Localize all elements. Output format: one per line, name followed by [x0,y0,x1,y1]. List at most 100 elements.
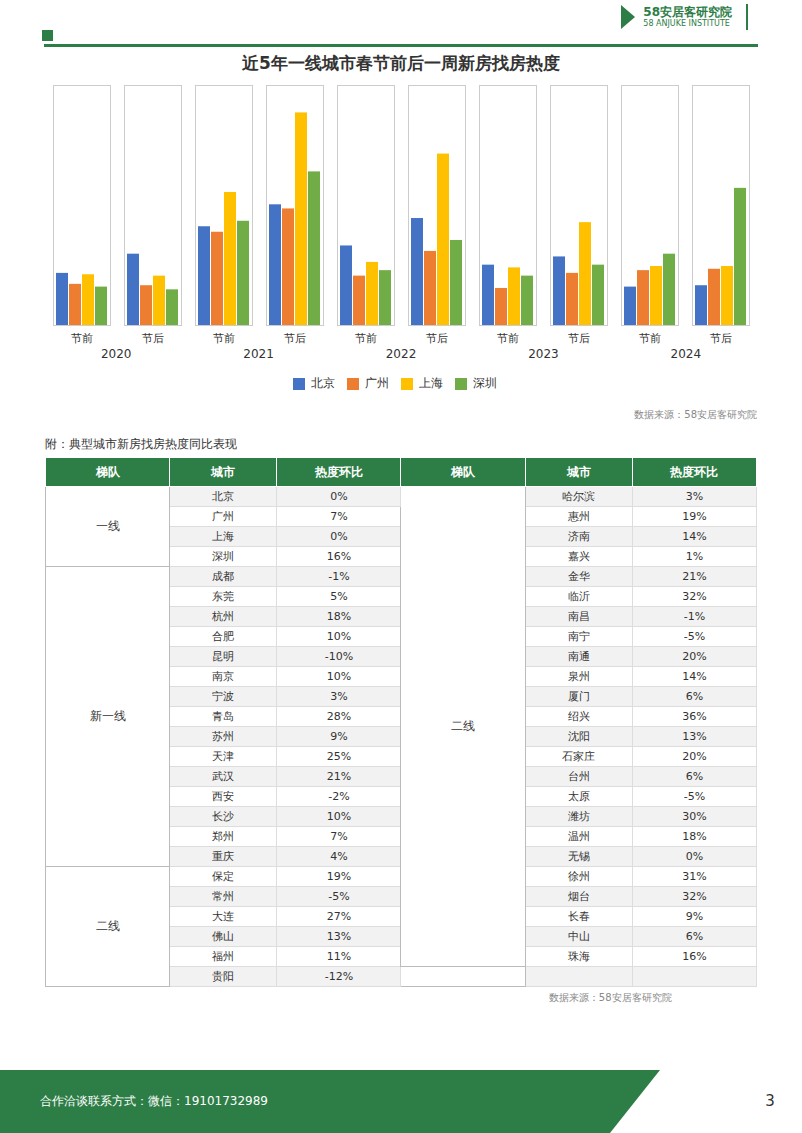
html-text:合肥: 合肥 [212,630,235,643]
html-text:南昌: 南昌 [567,610,590,623]
html-text:16%: 16% [326,550,352,563]
html-text:南宁: 南宁 [567,630,590,643]
html-text:深圳: 深圳 [473,376,497,390]
html-text:-1%: -1% [683,610,706,623]
html-text:沈阳: 沈阳 [567,730,590,743]
svg-text:节前: 节前 [71,332,93,345]
html-text:-10%: -10% [324,650,354,663]
html-text:泉州: 泉州 [567,670,590,683]
html-text:新一线: 新一线 [89,709,126,723]
html-text:苏州: 苏州 [212,730,235,743]
html-text:二线: 二线 [451,719,475,733]
html-text:长沙: 长沙 [212,810,235,823]
html-text:城市: 城市 [211,464,236,479]
html-text:0%: 0% [330,490,348,503]
html-text:3%: 3% [685,490,704,503]
html-text:惠州: 惠州 [567,510,590,523]
html-text:绍兴: 绍兴 [567,710,590,723]
html-text:5%: 5% [330,590,348,603]
html-text:成都: 成都 [212,570,235,583]
html-text:广州: 广州 [212,510,235,523]
html-text:9%: 9% [330,730,348,743]
html-text:-5%: -5% [683,790,706,803]
html-text:28%: 28% [326,710,352,723]
svg-text:节后: 节后 [568,332,590,345]
html-text:广州: 广州 [365,376,389,390]
html-text:上海: 上海 [212,530,235,543]
svg-text:节后: 节后 [426,332,448,345]
html-text:梯队: 梯队 [95,464,120,479]
html-text:10%: 10% [326,670,352,683]
html-text:上海: 上海 [419,376,443,390]
html-text:临沂: 临沂 [567,590,590,603]
html-text:2020: 2020 [100,347,132,361]
html-text:一线: 一线 [95,519,120,533]
html-text:济南: 济南 [567,530,590,543]
html-text:20%: 20% [682,650,707,663]
html-text:近5年一线城市春节前后一周新房找房热度: 近5年一线城市春节前后一周新房找房热度 [242,53,560,73]
html-text:14%: 14% [682,670,707,683]
svg-text:节后: 节后 [710,332,732,345]
html-text:西安: 西安 [212,790,235,803]
html-text:厦门: 厦门 [567,690,590,703]
html-text:城市: 城市 [566,464,591,479]
html-text:金华: 金华 [567,570,590,583]
html-text:20%: 20% [682,750,707,763]
html-text:宁波: 宁波 [212,690,235,703]
html-text:2024: 2024 [670,347,702,361]
html-text:58安居客研究院: 58安居客研究院 [643,5,732,19]
html-text:东莞: 东莞 [212,590,235,603]
html-text:热度环比: 热度环比 [314,464,363,479]
svg-text:节前: 节前 [639,332,661,345]
html-text:2023: 2023 [528,347,559,361]
html-text:2021: 2021 [243,347,274,361]
html-text:-5%: -5% [683,630,706,643]
html-text:深圳: 深圳 [212,550,235,563]
html-text:合作洽谈联系方式：微信：19101732989: 合作洽谈联系方式：微信：19101732989 [40,1094,268,1108]
html-text:0%: 0% [330,530,348,543]
html-text:36%: 36% [682,710,707,723]
html-text:2022: 2022 [385,347,417,361]
html-text:青岛: 青岛 [212,710,235,723]
html-text:太原: 太原 [567,790,590,803]
html-text:-1%: -1% [328,570,350,583]
html-text:-2%: -2% [328,790,350,803]
html-text:6%: 6% [685,690,704,703]
html-text:南通: 南通 [567,650,590,663]
html-text:19%: 19% [682,510,707,523]
html-text:32%: 32% [682,590,707,603]
html-text:6%: 6% [685,770,704,783]
html-text:附：典型城市新房找房热度同比表现: 附：典型城市新房找房热度同比表现 [45,437,237,451]
svg-text:节前: 节前 [355,332,377,345]
html-text:13%: 13% [682,730,707,743]
html-text:嘉兴: 嘉兴 [567,550,590,563]
html-text:3%: 3% [330,690,348,703]
html-text:北京: 北京 [311,376,335,390]
html-text:25%: 25% [326,750,352,763]
html-text:台州: 台州 [567,770,590,783]
html-text:7%: 7% [330,510,348,523]
html-text:南京: 南京 [212,670,235,683]
html-text:哈尔滨: 哈尔滨 [562,490,596,503]
html-text:潍坊: 潍坊 [567,810,590,823]
html-text:梯队: 梯队 [451,464,475,479]
html-text:二线: 二线 [95,919,120,933]
html-text:热度环比: 热度环比 [670,464,719,479]
html-text:14%: 14% [682,530,707,543]
html-text:天津: 天津 [212,750,235,763]
html-text:21%: 21% [682,570,707,583]
html-text:18%: 18% [326,610,352,623]
html-text:武汉: 武汉 [212,770,235,783]
html-text:10%: 10% [326,630,352,643]
svg-text:节前: 节前 [497,332,519,345]
svg-text:节前: 节前 [213,332,235,345]
svg-text:节后: 节后 [284,332,306,345]
svg-text:节后: 节后 [142,332,164,345]
html-text:1%: 1% [685,550,704,563]
html-text:昆明: 昆明 [212,650,235,663]
html-text:石家庄: 石家庄 [562,750,596,763]
html-text:杭州: 杭州 [212,610,235,623]
html-text:北京: 北京 [212,490,235,503]
html-text:21%: 21% [326,770,352,783]
html-text:10%: 10% [326,810,352,823]
